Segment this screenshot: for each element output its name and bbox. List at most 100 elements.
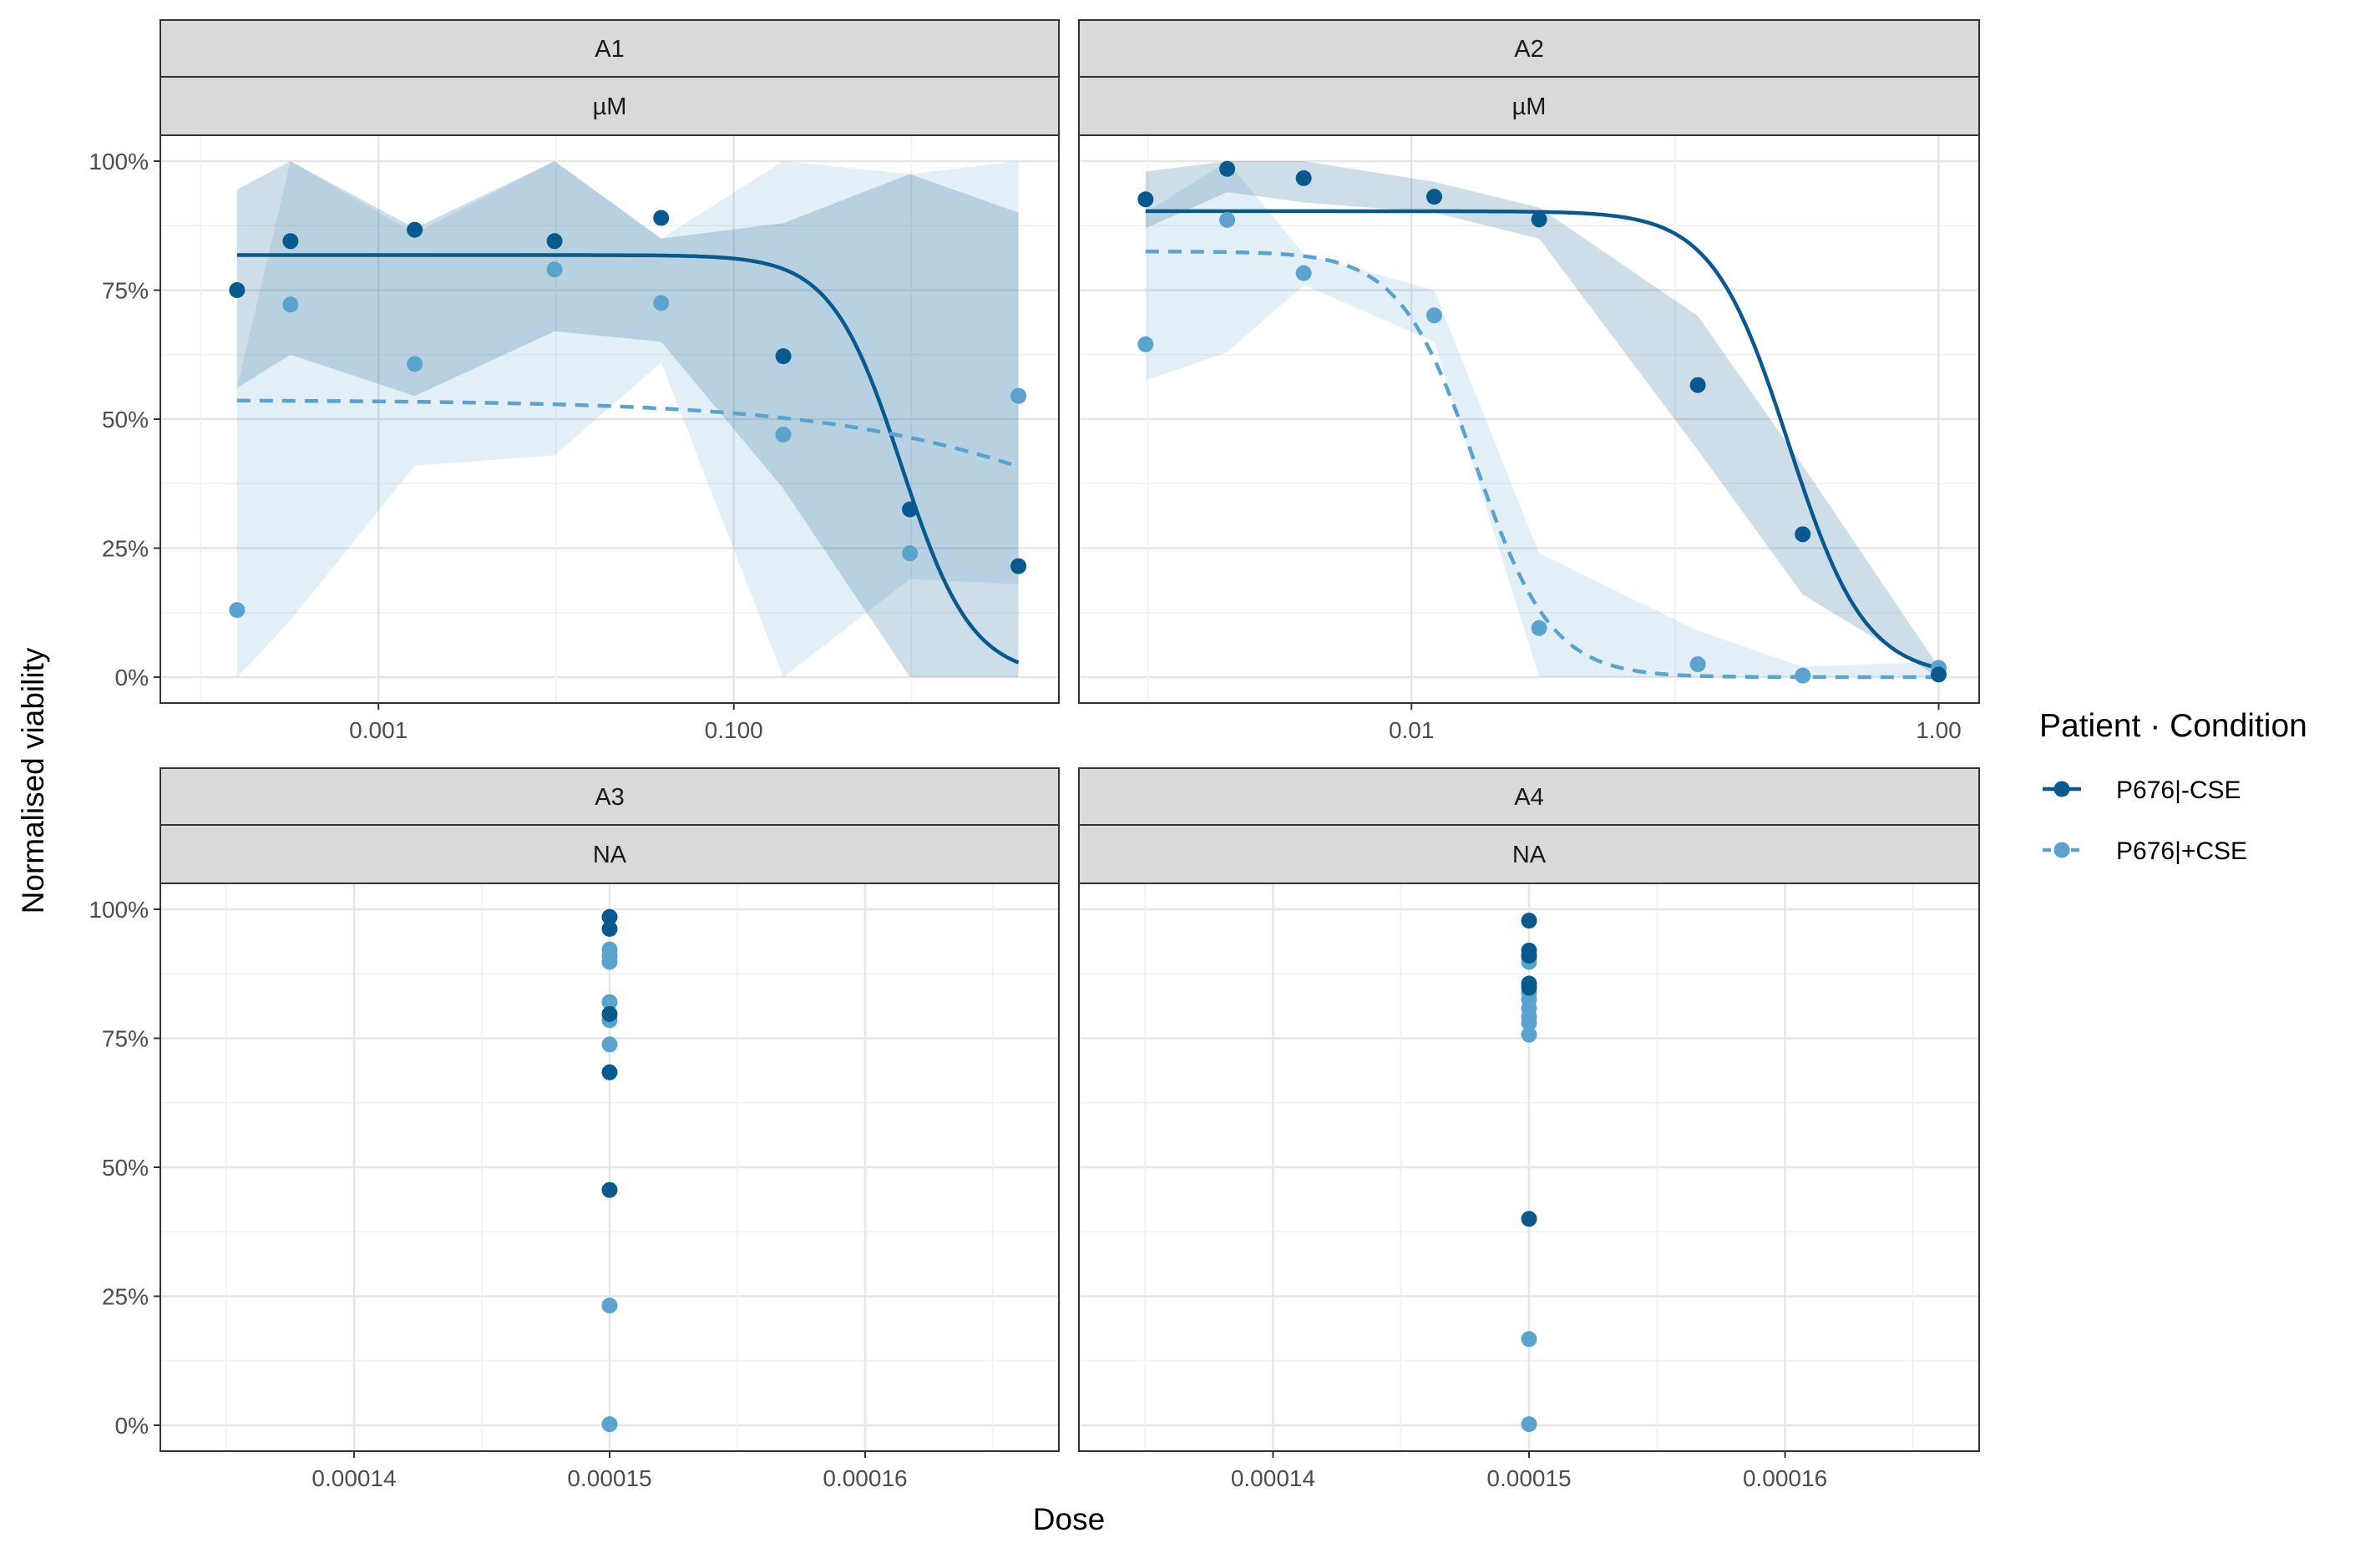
legend: Patient · Condition P676|-CSE P676|+CSE — [2039, 708, 2307, 865]
strip-bottom-A1 — [160, 76, 1060, 136]
y-tick-label: 0% — [115, 1413, 149, 1439]
data-point-plus-cse — [601, 1036, 618, 1053]
panel-A3: A3 NA 0% 25% 50% 75% 100% 0.00014 0.00015 0.00016 — [89, 767, 1060, 1491]
data-point-minus-cse — [1425, 189, 1442, 205]
data-point-minus-cse — [1521, 948, 1537, 964]
strip-bottom-A3 — [160, 824, 1060, 884]
x-tick-label: 0.00014 — [311, 1465, 396, 1491]
panel-border — [1078, 134, 1980, 704]
y-tick-label: 75% — [102, 1026, 149, 1052]
facet-panels: A1 µM 0% 25% 50% 75% 100% 0.001 0.100 A2 µM 0.01 1.0… — [89, 19, 1980, 1491]
y-tick-label: 25% — [102, 536, 149, 562]
strip-label-panel: A3 — [595, 784, 624, 811]
x-tick-label: 0.00015 — [567, 1465, 651, 1491]
y-axis-title: Normalised viability — [16, 647, 50, 913]
data-point-plus-cse — [653, 295, 670, 311]
data-point-minus-cse — [902, 501, 919, 518]
data-point-minus-cse — [1137, 191, 1154, 208]
strip-bottom-A2 — [1078, 76, 1980, 136]
x-tick-label: 0.00016 — [823, 1465, 907, 1491]
data-point-minus-cse — [229, 282, 246, 298]
data-point-minus-cse — [775, 348, 792, 365]
data-point-plus-cse — [229, 602, 246, 619]
panel-A4: A4 NA 0.00014 0.00015 0.00016 — [1078, 767, 1980, 1491]
data-point-plus-cse — [1521, 1014, 1537, 1031]
data-point-minus-cse — [1521, 979, 1537, 996]
strip-top-A1 — [160, 19, 1060, 78]
strip-label-panel: A2 — [1514, 36, 1543, 63]
data-point-plus-cse — [546, 261, 563, 278]
data-point-minus-cse — [601, 1181, 618, 1198]
data-point-plus-cse — [1010, 387, 1027, 404]
data-point-minus-cse — [601, 1064, 618, 1080]
legend-label: P676|+CSE — [2116, 837, 2247, 865]
legend-key-point — [2053, 781, 2070, 797]
data-point-minus-cse — [1521, 1211, 1537, 1227]
data-point-plus-cse — [1531, 620, 1547, 636]
plot-area — [1079, 135, 1979, 703]
y-tick-label: 0% — [115, 665, 149, 691]
data-point-plus-cse — [1689, 656, 1706, 673]
data-point-plus-cse — [601, 1416, 618, 1433]
data-point-plus-cse — [1521, 1026, 1537, 1043]
data-point-minus-cse — [1010, 558, 1027, 574]
data-point-minus-cse — [1689, 377, 1706, 393]
legend-key-point — [2053, 842, 2070, 858]
data-point-minus-cse — [546, 233, 563, 250]
fit-curve-minus-cse — [236, 253, 1020, 665]
y-tick-label: 100% — [89, 897, 149, 923]
legend-entry: P676|-CSE — [2043, 776, 2241, 804]
strip-label-unit: NA — [1512, 842, 1547, 868]
legend-entry: P676|+CSE — [2043, 837, 2247, 865]
data-point-plus-cse — [1219, 211, 1236, 228]
y-tick-label: 100% — [89, 149, 149, 175]
x-tick-label: 0.00016 — [1743, 1465, 1827, 1491]
data-point-plus-cse — [1521, 1416, 1537, 1433]
strip-label-panel: A4 — [1514, 784, 1543, 811]
data-point-minus-cse — [601, 1005, 618, 1022]
x-tick-label: 1.00 — [1916, 717, 1962, 743]
data-point-plus-cse — [1295, 265, 1312, 281]
data-point-plus-cse — [1521, 1331, 1537, 1348]
fit-curve-plus-cse — [236, 398, 1020, 469]
data-point-minus-cse — [1295, 169, 1312, 186]
legend-title: Patient · Condition — [2039, 708, 2307, 744]
x-tick-label: 0.001 — [349, 717, 408, 743]
legend-label: P676|-CSE — [2116, 776, 2241, 804]
fit-curve-plus-cse — [1145, 249, 1939, 680]
y-tick-label: 25% — [102, 1284, 149, 1310]
data-point-minus-cse — [653, 210, 670, 226]
x-axis-title: Dose — [1033, 1502, 1105, 1536]
data-point-minus-cse — [1531, 211, 1547, 228]
strip-label-unit: µM — [593, 94, 627, 120]
data-point-minus-cse — [1795, 526, 1811, 543]
data-point-plus-cse — [775, 427, 792, 443]
panel-A2: A2 µM 0.01 1.00 — [1078, 19, 1980, 743]
strip-label-panel: A1 — [595, 36, 624, 63]
plot-area — [1079, 883, 1979, 1451]
data-point-minus-cse — [601, 908, 618, 925]
data-point-minus-cse — [282, 233, 299, 250]
data-point-plus-cse — [1425, 307, 1442, 324]
data-point-minus-cse — [1930, 666, 1947, 683]
confidence-ribbon-minus-cse — [1145, 161, 1939, 677]
strip-label-unit: µM — [1512, 94, 1547, 120]
data-point-plus-cse — [601, 1298, 618, 1314]
y-tick-label: 75% — [102, 278, 149, 304]
data-point-minus-cse — [1219, 160, 1236, 177]
data-point-plus-cse — [1137, 336, 1154, 352]
strip-top-A3 — [160, 767, 1060, 826]
confidence-ribbon-plus-cse — [236, 161, 1019, 677]
x-tick-label: 0.100 — [705, 717, 763, 743]
data-point-plus-cse — [601, 994, 618, 1010]
data-point-plus-cse — [902, 545, 919, 562]
data-point-plus-cse — [601, 954, 618, 970]
confidence-ribbon-minus-cse — [236, 161, 1019, 677]
strip-bottom-A4 — [1078, 824, 1980, 884]
fit-curve-minus-cse — [1145, 209, 1939, 670]
confidence-ribbon-plus-cse — [1145, 161, 1939, 677]
x-tick-label: 0.00014 — [1231, 1465, 1315, 1491]
strip-label-unit: NA — [593, 842, 627, 868]
data-point-minus-cse — [601, 920, 618, 937]
